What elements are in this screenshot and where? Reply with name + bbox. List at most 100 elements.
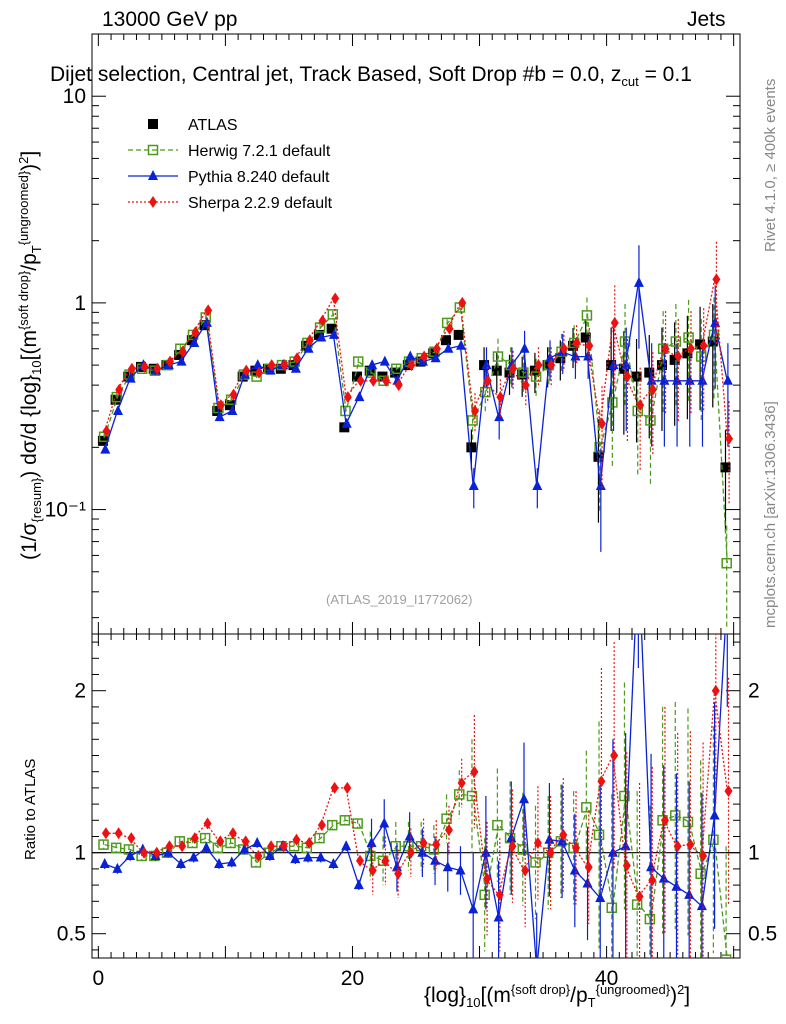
data-point (140, 360, 149, 373)
data-point (699, 339, 708, 352)
data-point (710, 316, 721, 327)
data-point (509, 362, 518, 375)
data-point (316, 331, 327, 342)
data-point (430, 352, 441, 363)
legend-entry: ATLAS (148, 117, 238, 134)
ratio-point (533, 836, 542, 849)
data-point (212, 405, 223, 416)
ratio-point (559, 828, 568, 841)
ratio-point (684, 888, 695, 899)
legend-marker (149, 196, 157, 208)
series-line (104, 305, 728, 564)
ratio-point (381, 854, 390, 867)
data-point (644, 367, 655, 378)
ratio-point (356, 854, 365, 867)
ratio-point (606, 902, 617, 914)
ratio-point (365, 850, 376, 862)
ratio-point (140, 846, 149, 859)
data-point (585, 339, 594, 352)
ratio-point (442, 861, 453, 872)
data-point (352, 356, 364, 367)
data-point (481, 359, 492, 370)
ratio-point (546, 846, 555, 859)
data-point (227, 404, 238, 415)
legend-label: ATLAS (188, 117, 238, 134)
x-tick-label: 40 (595, 967, 618, 990)
ratio-point (696, 900, 707, 911)
ratio-point (239, 843, 250, 854)
ratio-point (572, 841, 581, 854)
data-point (496, 391, 505, 404)
x-axis-title: {log}10[(m{soft drop}/pT{ungroomed})2] (424, 982, 691, 1011)
ratio-series-1 (99, 634, 728, 973)
ratio-point (581, 802, 592, 813)
ratio-point (228, 827, 237, 840)
data-point (633, 276, 644, 287)
series-line (104, 279, 728, 439)
ratio-point (495, 888, 504, 901)
ratio-point (521, 864, 530, 877)
data-point (405, 350, 416, 361)
data-point (682, 348, 693, 359)
data-point (250, 365, 261, 376)
ratio-line (104, 690, 728, 898)
y-tick-label: 1 (74, 292, 86, 315)
ratio-point (622, 859, 631, 872)
data-point (174, 349, 185, 360)
ratio-point (671, 880, 682, 891)
data-point (674, 350, 683, 363)
y-tick-label: 2 (74, 680, 86, 703)
ratio-point (326, 819, 338, 831)
data-point (331, 292, 340, 305)
data-point (583, 350, 594, 361)
data-point (529, 365, 540, 376)
data-point (303, 342, 314, 353)
ratio-point (226, 856, 237, 867)
data-point (191, 326, 200, 339)
ratio-point (532, 963, 542, 973)
ratio-point (557, 835, 568, 846)
ratio-point (110, 842, 122, 854)
ratio-line (104, 793, 728, 958)
data-point (555, 353, 566, 364)
data-point (313, 329, 324, 340)
ratio-point (214, 858, 225, 869)
ratio-point (339, 815, 351, 826)
ratio-point (203, 817, 212, 830)
ratio-point (455, 864, 466, 875)
data-point (697, 374, 708, 385)
legend-label: Sherpa 2.2.9 default (188, 195, 333, 212)
data-point (572, 336, 581, 349)
ratio-point (175, 858, 186, 869)
ratio-point (165, 840, 174, 853)
ratio-point (508, 840, 517, 853)
ratio-panel: 0 20 40 0.5 0.5 1 1 2 2 (57, 633, 777, 990)
legend-label: Herwig 7.2.1 default (188, 143, 331, 160)
main-panel: 10⁻¹ 1 10 (45, 33, 741, 635)
data-point (343, 391, 352, 404)
ratio-point (252, 836, 263, 847)
ratio-point (419, 836, 428, 849)
data-point (288, 360, 299, 371)
data-point (568, 340, 579, 351)
y-tick-label-right: 1 (748, 842, 760, 865)
ratio-point (480, 846, 491, 857)
data-point (468, 480, 479, 491)
main-series (97, 241, 734, 630)
data-point (672, 374, 683, 385)
ratio-point (305, 836, 314, 849)
rivet-label: Rivet 4.1.0, ≥ 400k events (762, 78, 779, 252)
ratio-point (682, 816, 694, 828)
data-point (492, 351, 504, 362)
legend-entry: Pythia 8.240 default (128, 169, 330, 186)
data-point (100, 443, 111, 454)
data-point (631, 371, 642, 382)
data-point (445, 322, 454, 335)
ratio-point (314, 832, 325, 844)
ratio-point (127, 832, 136, 845)
data-point (267, 359, 276, 372)
ratio-point (648, 874, 657, 887)
ratio-point (607, 846, 618, 857)
data-point (318, 314, 327, 327)
